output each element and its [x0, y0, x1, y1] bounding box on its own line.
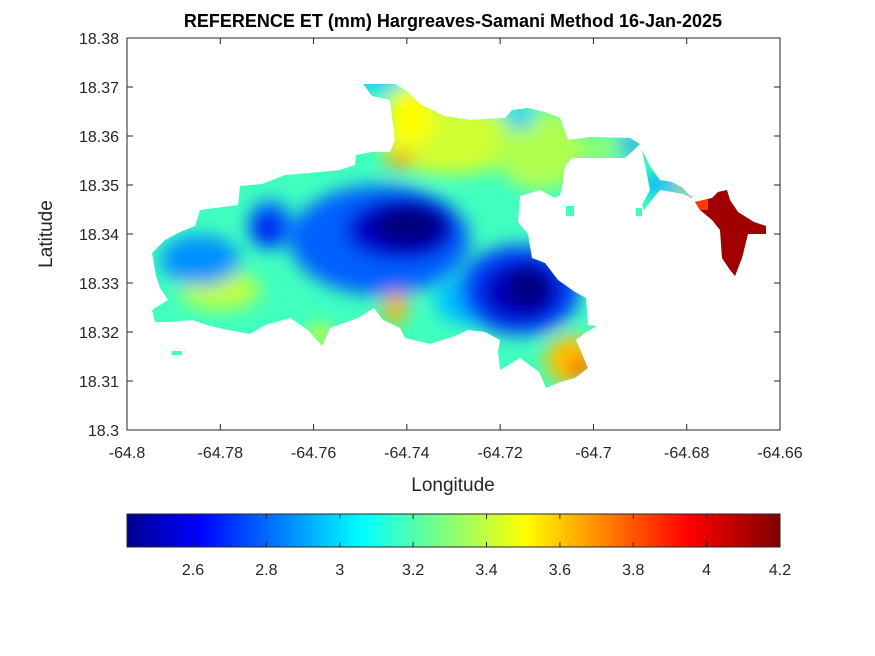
- colorbar-tick-label: 2.6: [182, 562, 204, 579]
- colorbar-tick-label: 3.4: [475, 562, 497, 579]
- colorbar-tick-label: 3.8: [622, 562, 644, 579]
- x-tick-label: -64.76: [291, 445, 336, 462]
- y-tick-label: 18.3: [88, 423, 119, 440]
- colorbar-tick-label: 3: [335, 562, 344, 579]
- x-tick-label: -64.68: [664, 445, 709, 462]
- y-tick-label: 18.33: [79, 276, 119, 293]
- x-tick-label: -64.74: [384, 445, 429, 462]
- x-tick-label: -64.72: [477, 445, 522, 462]
- colorbar-tick-label: 3.6: [549, 562, 571, 579]
- y-axis-ticks: 18.3 18.31 18.32 18.33 18.34 18.35 18.36 18.37 1…: [79, 31, 780, 440]
- y-tick-label: 18.31: [79, 374, 119, 391]
- y-tick-label: 18.36: [79, 129, 119, 146]
- colorbar-ticks: 2.6 2.8 3 3.2 3.4 3.6 3.8 4 4.2: [182, 514, 791, 579]
- y-tick-label: 18.35: [79, 178, 119, 195]
- y-axis-label: Latitude: [36, 200, 57, 268]
- x-axis-label: Longitude: [411, 475, 494, 496]
- y-tick-label: 18.34: [79, 227, 119, 244]
- colorbar-tick-label: 2.8: [255, 562, 277, 579]
- x-tick-label: -64.7: [575, 445, 612, 462]
- x-axis-ticks: -64.8 -64.78 -64.76 -64.74 -64.72 -64.7 -64.68…: [109, 38, 803, 462]
- colorbar-tick-label: 3.2: [402, 562, 424, 579]
- colorbar: [126, 513, 781, 548]
- x-tick-label: -64.8: [109, 445, 146, 462]
- x-tick-label: -64.66: [757, 445, 802, 462]
- x-tick-label: -64.78: [198, 445, 243, 462]
- y-tick-label: 18.37: [79, 80, 119, 97]
- colorbar-tick-label: 4.2: [769, 562, 791, 579]
- y-tick-label: 18.38: [79, 31, 119, 48]
- y-tick-label: 18.32: [79, 325, 119, 342]
- colorbar-tick-label: 4: [702, 562, 711, 579]
- chart-title: REFERENCE ET (mm) Hargreaves-Samani Meth…: [184, 11, 722, 31]
